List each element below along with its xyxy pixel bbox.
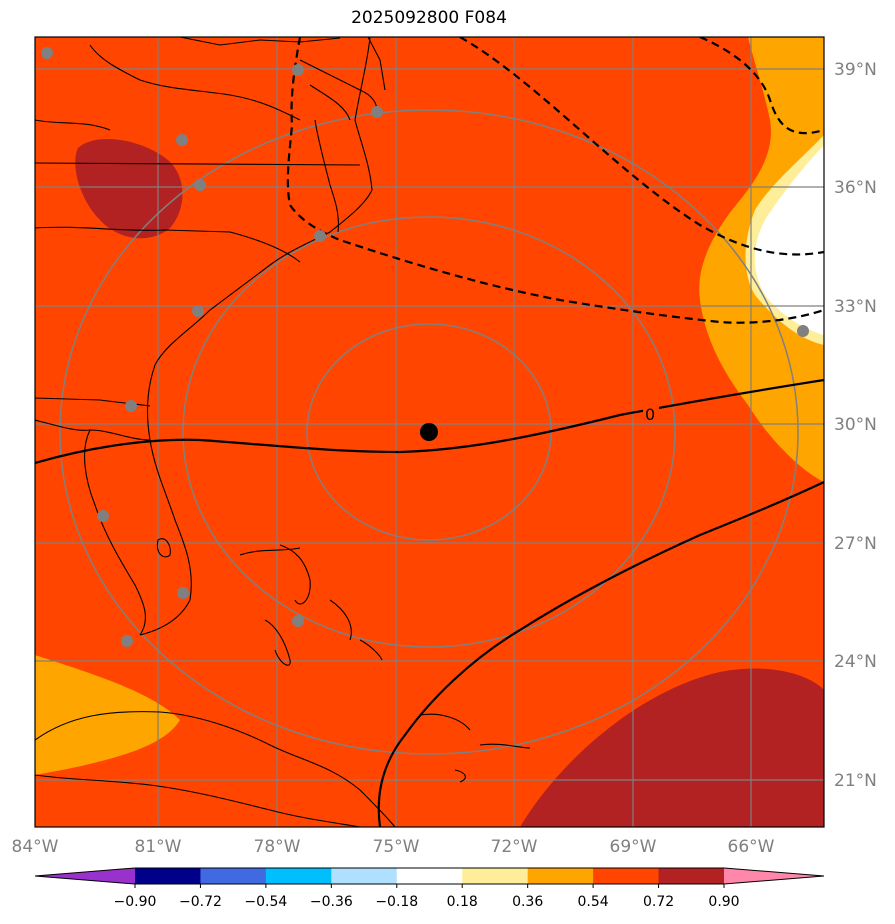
station-dot [797,325,809,337]
station-dot [292,64,304,76]
lat-label: 27°N [834,534,877,554]
lon-label: 69°W [610,837,657,857]
map-area: 0 [35,37,824,827]
lat-label: 33°N [834,297,877,317]
station-dot [177,587,189,599]
solid-contours [35,378,824,827]
colorbar-extend-high [724,868,824,884]
zero-label-bg [643,403,659,423]
lon-label: 84°W [12,837,59,857]
storm-center-marker [420,423,438,441]
station-dot [125,400,137,412]
station-dot [371,106,383,118]
lat-label: 36°N [834,178,877,198]
station-dot [292,615,304,627]
map-frame [34,36,825,828]
station-markers [41,47,809,647]
lon-label: 75°W [373,837,420,857]
colorbar-segment [200,868,267,884]
colorbar-tick-label: −0.90 [114,894,157,910]
colorbar-segment [331,868,398,884]
lon-label: 81°W [135,837,182,857]
colorbar-tick-label: −0.72 [179,894,222,910]
colorbar-segment [593,868,660,884]
colorbar: −0.90 −0.72 −0.54 −0.36 −0.18 0.18 0.36 0.54 0.7… [34,867,825,910]
station-dot [176,134,188,146]
white-region-east [754,145,824,335]
colorbar-tick-label: −0.54 [244,894,287,910]
lat-label: 39°N [834,60,877,80]
colorbar-tick-label: 0.36 [512,894,543,910]
colorbar-segment [396,868,463,884]
colorbar-tick-label: −0.36 [310,894,353,910]
station-dot [41,47,53,59]
lat-label: 24°N [834,652,877,672]
colorbar-segment [135,868,201,884]
station-dot [194,179,206,191]
station-dot [192,305,204,317]
orange-region-sw [35,655,180,775]
lat-labels: 39°N 36°N 33°N 30°N 27°N 24°N 21°N [834,60,877,791]
station-dot [121,635,133,647]
colorbar-tick-label: 0.54 [578,894,609,910]
colorbar-segment [265,868,332,884]
colorbar-tick-label: −0.18 [375,894,418,910]
colorbar-segment [658,868,725,884]
lat-label: 21°N [834,771,877,791]
lon-label: 78°W [254,837,301,857]
colorbar-extend-low [35,868,135,884]
colorbar-tick-label: 0.18 [447,894,478,910]
station-dot [97,510,109,522]
colorbar-segment [462,868,529,884]
colorbar-segment [527,868,594,884]
coastlines [35,37,531,827]
station-dot [314,230,326,242]
lon-label: 72°W [491,837,538,857]
map-title: 2025092800 F084 [351,8,507,28]
dashed-contours [286,37,824,324]
zero-contour-label: 0 [645,405,655,424]
lat-label: 30°N [834,415,877,435]
lon-label: 66°W [728,837,775,857]
dark-red-region-se [520,668,824,827]
lon-labels: 84°W 81°W 78°W 75°W 72°W 69°W 66°W [12,837,775,857]
colorbar-tick-label: 0.72 [643,894,674,910]
colorbar-tick-label: 0.90 [708,894,739,910]
